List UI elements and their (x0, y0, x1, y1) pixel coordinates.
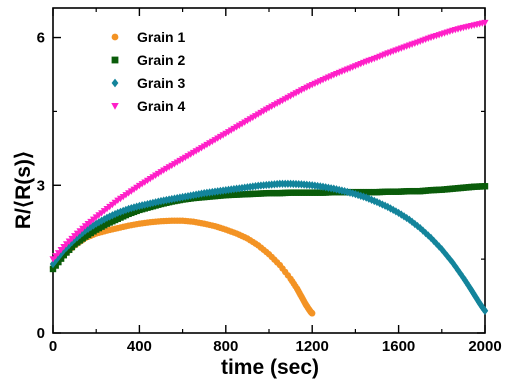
series-1-point (309, 310, 316, 317)
y-tick-label: 6 (37, 30, 45, 47)
plot-area: 0 400 800 1200 1600 2000 0 3 6 Grain 1 Grain 2 Grai… (37, 7, 502, 355)
y-axis-title: R/⟨R(s)⟩ (12, 151, 35, 229)
series-3-point (93, 219, 100, 228)
series-4-point (481, 19, 489, 27)
series-3-point (98, 216, 105, 225)
legend-label-2: Grain 2 (137, 52, 185, 68)
series-2-point (481, 183, 489, 190)
series-3-point (106, 212, 113, 221)
series-3-point (52, 256, 59, 265)
x-tick-label: 400 (127, 338, 152, 355)
x-tick-label: 800 (213, 338, 238, 355)
series-2-point (49, 265, 57, 273)
legend-label-4: Grain 4 (137, 98, 185, 114)
series-2-point (52, 262, 59, 269)
legend-marker-1 (111, 33, 119, 41)
x-tick-label: 2000 (468, 338, 501, 355)
x-tick-label: 0 (49, 338, 57, 355)
y-tick-label: 0 (37, 325, 45, 342)
legend-marker-2 (111, 56, 119, 64)
legend-label-3: Grain 3 (137, 75, 185, 91)
legend-label-1: Grain 1 (137, 29, 185, 45)
series-3-point (446, 255, 454, 264)
series-2-point (57, 255, 65, 262)
y-tick-label: 3 (37, 177, 45, 194)
series-3-point (120, 206, 127, 216)
series-3-point (481, 306, 489, 316)
x-tick-label: 1600 (382, 338, 415, 355)
series-3-point (49, 259, 57, 269)
legend-marker-4 (111, 102, 119, 110)
x-tick-label: 1200 (296, 338, 329, 355)
series-3-point (111, 209, 119, 219)
legend-marker-3 (111, 78, 119, 88)
series-3-point (461, 276, 469, 285)
series-3-point (130, 203, 138, 212)
x-axis-title: time (sec) (221, 356, 319, 379)
series-2-point (55, 258, 62, 266)
